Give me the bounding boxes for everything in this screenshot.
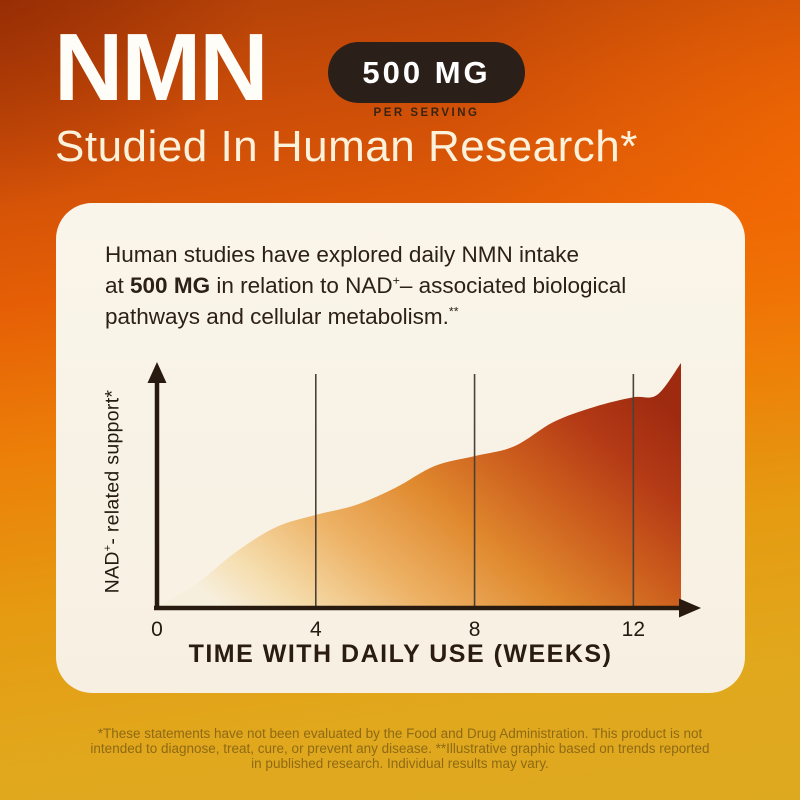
gridlines <box>314 374 635 608</box>
y-axis-label: NAD+- related support* <box>101 389 124 594</box>
svg-text:12: 12 <box>622 618 645 641</box>
y-axis-arrow-icon <box>147 362 167 383</box>
x-tick-labels: 0 4 8 12 <box>151 618 645 641</box>
svg-text:8: 8 <box>469 618 481 641</box>
svg-text:4: 4 <box>310 618 322 641</box>
card-body-text: Human studies have explored daily NMN in… <box>105 239 626 332</box>
dose-badge-sublabel: PER SERVING <box>373 107 480 119</box>
headline: Studied In Human Research* <box>55 122 638 171</box>
disclaimer-line-1: *These statements have not been evaluate… <box>97 726 703 741</box>
area-fill <box>157 363 681 608</box>
disclaimer-line-3: in published research. Individual result… <box>251 756 549 771</box>
body-line-1: Human studies have explored daily NMN in… <box>105 242 579 267</box>
research-card: Human studies have explored daily NMN in… <box>56 203 745 693</box>
brand-title: NMN <box>54 14 269 121</box>
dose-badge-label: 500 MG <box>362 54 491 90</box>
chart-svg: 0 4 8 12 <box>147 362 701 641</box>
disclaimer-line-2: intended to diagnose, treat, cure, or pr… <box>90 741 710 756</box>
dose-badge: 500 MG <box>328 42 525 103</box>
x-axis-title: TIME WITH DAILY USE (WEEKS) <box>188 640 613 668</box>
svg-text:0: 0 <box>151 618 163 641</box>
body-line-3: pathways and cellular metabolism.** <box>105 304 459 329</box>
body-line-2: at 500 MG in relation to NAD+– associate… <box>105 273 627 298</box>
x-axis-arrow-icon <box>679 598 701 618</box>
disclaimer: *These statements have not been evaluate… <box>0 726 800 771</box>
